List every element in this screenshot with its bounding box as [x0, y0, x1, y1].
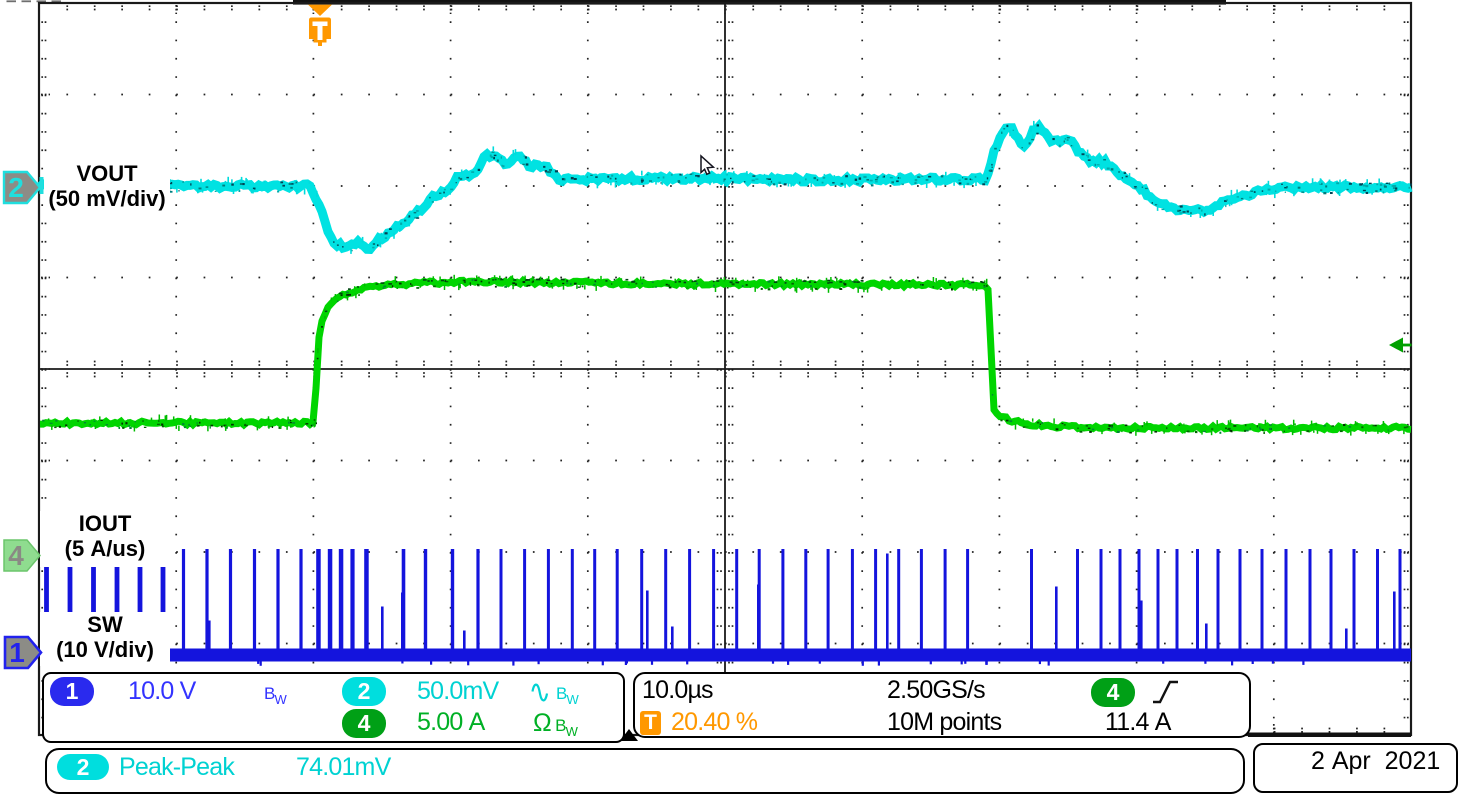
svg-text:4: 4: [8, 540, 24, 571]
svg-text:2: 2: [8, 172, 24, 203]
svg-text:1: 1: [9, 637, 25, 668]
